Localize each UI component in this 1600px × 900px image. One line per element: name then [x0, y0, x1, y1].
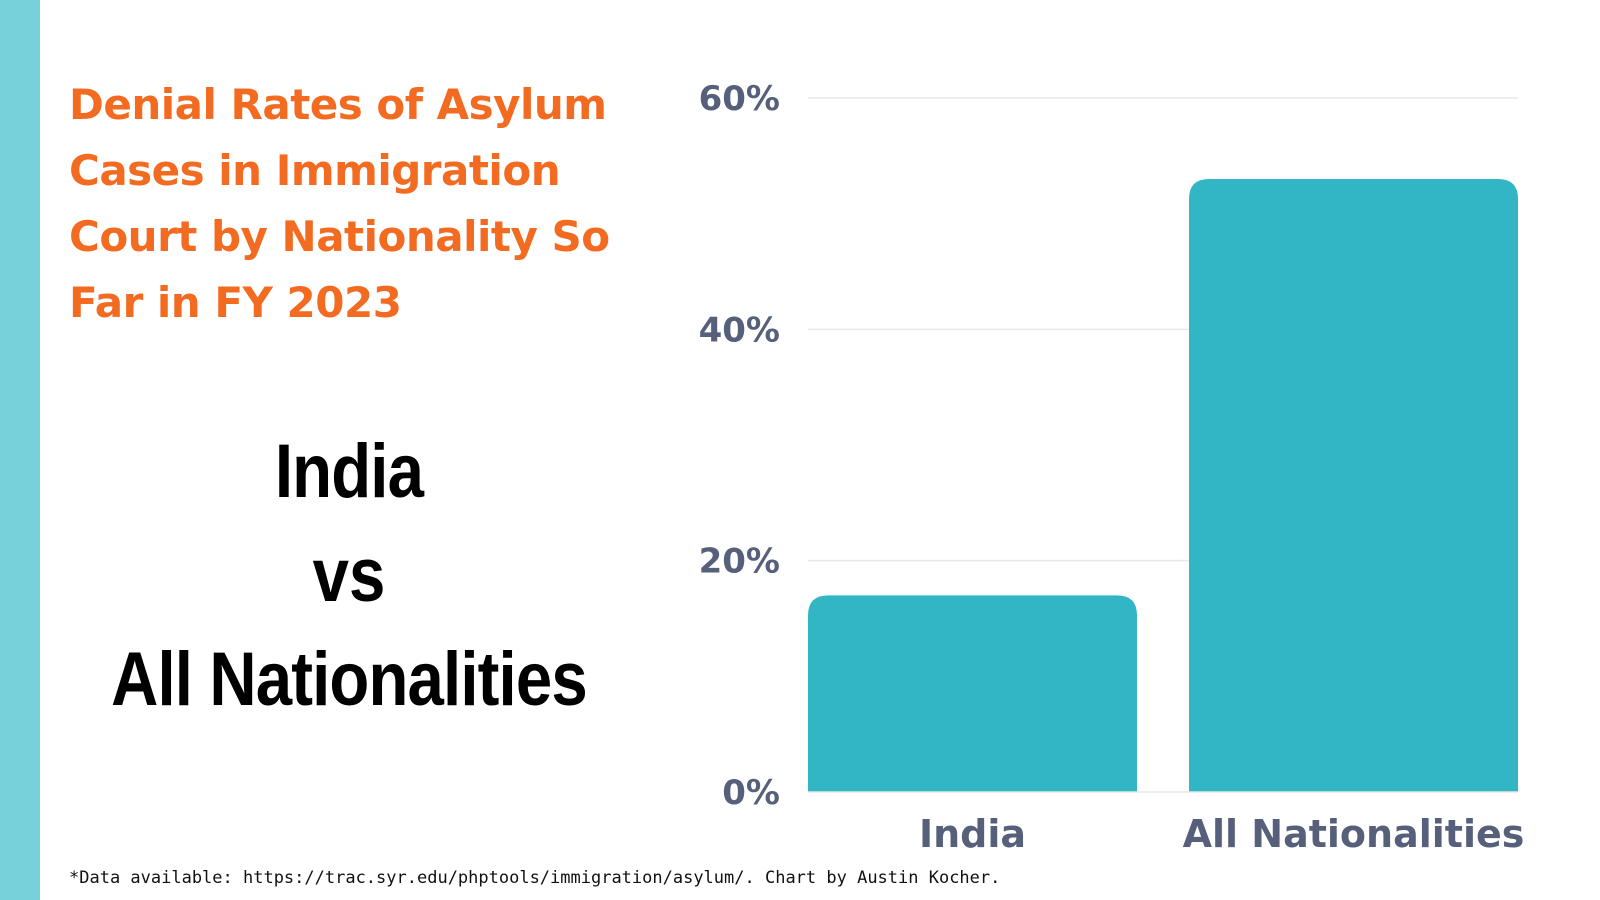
comparison-heading: India vs All Nationalities — [69, 420, 629, 732]
accent-side-bar — [0, 0, 40, 900]
x-axis-categories: India All Nationalities — [919, 812, 1524, 856]
y-tick-label: 20% — [699, 542, 780, 582]
bar-india — [808, 595, 1137, 792]
y-tick-label: 60% — [699, 79, 780, 119]
source-footnote: *Data available: https://trac.syr.edu/ph… — [69, 868, 1001, 888]
bars — [808, 178, 1518, 792]
x-category-label: All Nationalities — [1183, 812, 1525, 856]
comparison-vs: vs — [312, 533, 386, 618]
x-category-label: India — [919, 812, 1026, 856]
y-tick-label: 0% — [722, 773, 780, 813]
comparison-left: India — [274, 429, 424, 514]
y-tick-label: 40% — [699, 310, 780, 350]
chart-title: Denial Rates of Asylum Cases in Immigrat… — [69, 80, 610, 327]
bar-all-nationalities — [1189, 178, 1518, 792]
y-axis-ticks: 0% 20% 40% 60% — [699, 79, 780, 813]
comparison-right: All Nationalities — [111, 637, 588, 722]
